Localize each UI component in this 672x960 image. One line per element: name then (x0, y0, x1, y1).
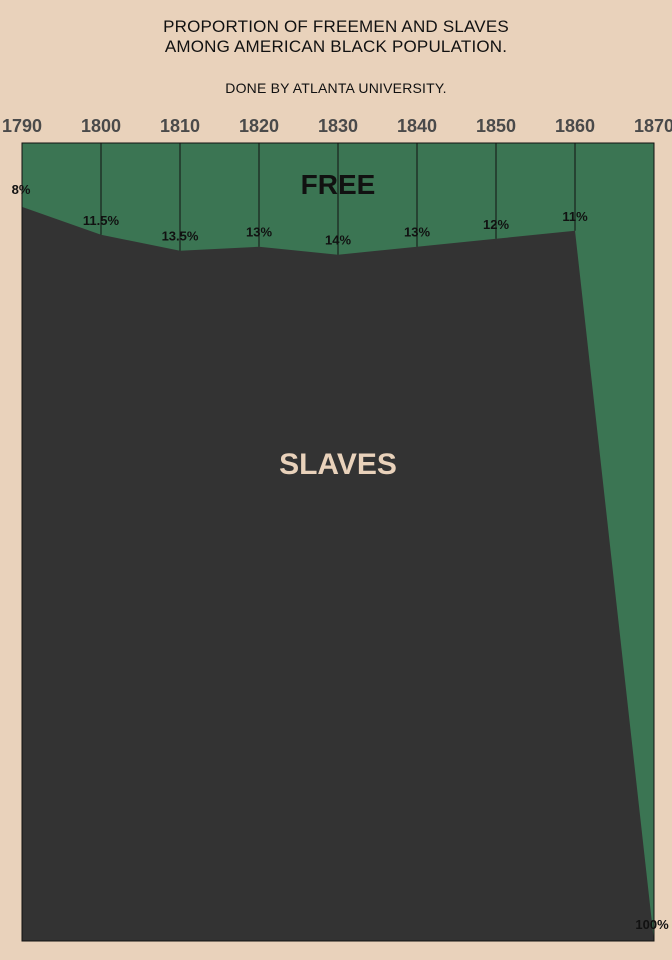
x-tick-label: 1800 (81, 116, 121, 136)
point-label: 13.5% (162, 229, 199, 244)
slaves-area-label: SLAVES (279, 448, 397, 481)
x-tick-label: 1830 (318, 116, 358, 136)
point-label: 11.5% (83, 213, 120, 228)
x-tick-label: 1790 (2, 116, 42, 136)
chart-subtitle: DONE BY ATLANTA UNIVERSITY. (225, 80, 447, 96)
point-label: 11% (562, 209, 588, 224)
x-tick-label: 1840 (397, 116, 437, 136)
x-tick-label: 1810 (160, 116, 200, 136)
x-tick-label: 1870 (634, 116, 672, 136)
chart-title-line-1: PROPORTION OF FREEMEN AND SLAVES (163, 17, 509, 36)
chart-title-line-2: AMONG AMERICAN BLACK POPULATION. (164, 37, 508, 56)
slaves-area (22, 206, 654, 942)
point-label: 13% (404, 225, 430, 240)
point-label: 12% (483, 217, 509, 232)
free-area-label: FREE (301, 169, 376, 200)
x-tick-label: 1820 (239, 116, 279, 136)
point-label: 100% (635, 917, 669, 932)
x-tick-label: 1850 (476, 116, 516, 136)
x-tick-label: 1860 (555, 116, 595, 136)
point-label: 14% (325, 233, 351, 248)
point-label: 13% (246, 225, 272, 240)
point-label: 8% (12, 182, 31, 197)
